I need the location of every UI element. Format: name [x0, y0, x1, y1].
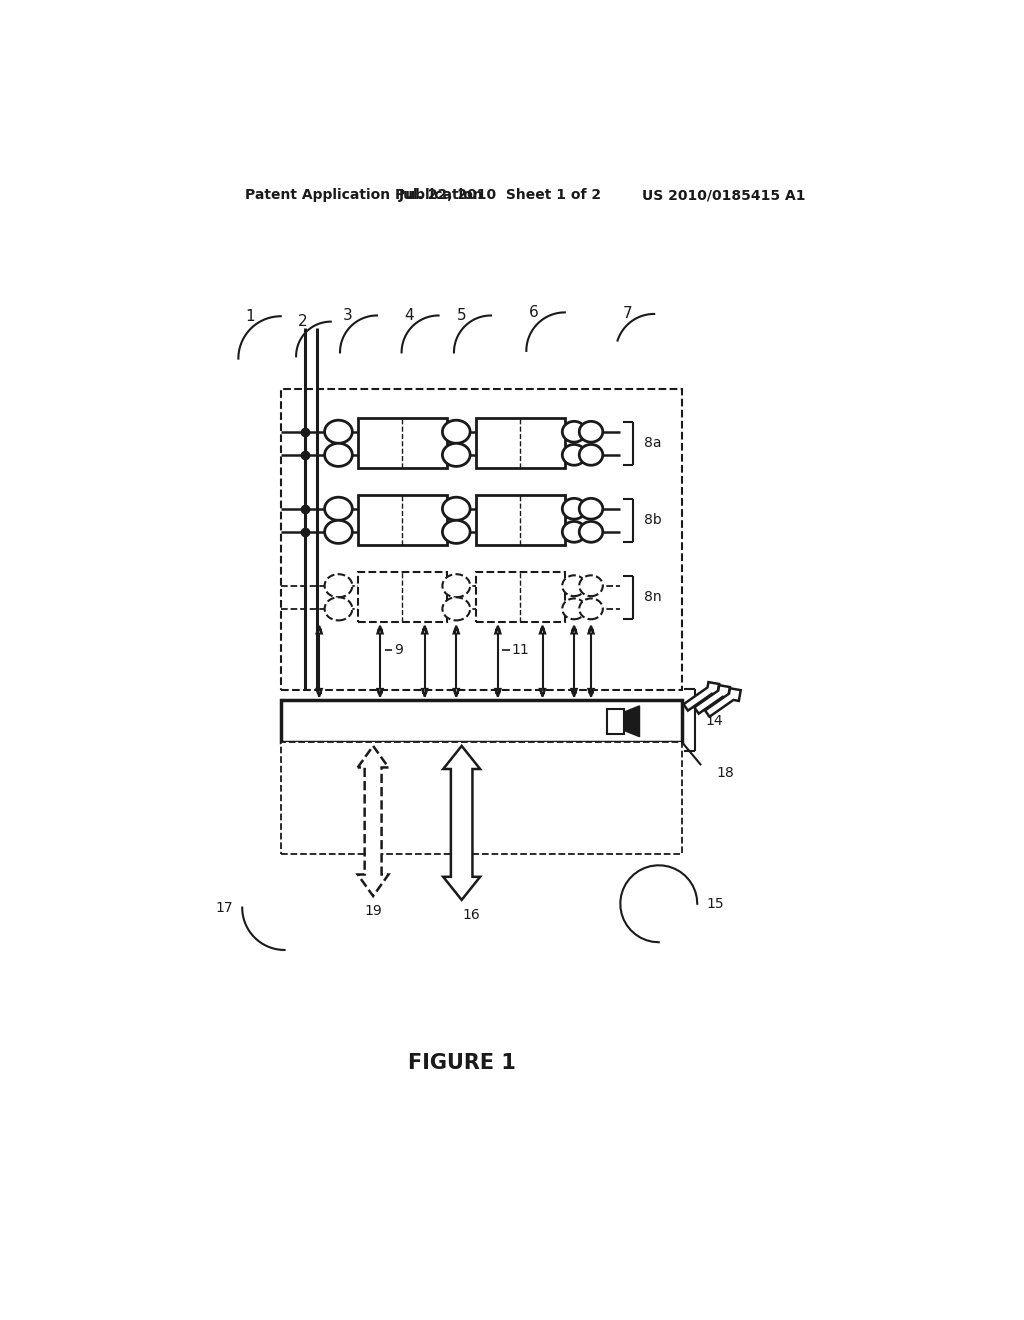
Ellipse shape — [580, 421, 603, 442]
Polygon shape — [316, 689, 322, 697]
Ellipse shape — [562, 445, 586, 465]
Text: 19: 19 — [365, 904, 382, 919]
Ellipse shape — [562, 499, 586, 519]
Polygon shape — [496, 689, 501, 697]
Polygon shape — [496, 626, 501, 634]
Ellipse shape — [580, 445, 603, 465]
Ellipse shape — [442, 598, 470, 620]
Polygon shape — [694, 685, 730, 714]
Polygon shape — [589, 689, 594, 697]
Text: 8n: 8n — [644, 590, 662, 605]
Ellipse shape — [442, 498, 470, 520]
Text: 11: 11 — [512, 643, 529, 656]
Text: 3: 3 — [343, 308, 352, 323]
Ellipse shape — [580, 499, 603, 519]
Ellipse shape — [442, 444, 470, 466]
Text: 9: 9 — [394, 643, 402, 656]
Ellipse shape — [442, 420, 470, 444]
Polygon shape — [571, 626, 577, 634]
Text: 6: 6 — [529, 305, 539, 319]
Ellipse shape — [325, 420, 352, 444]
Ellipse shape — [442, 574, 470, 597]
Text: 4: 4 — [404, 308, 414, 323]
Bar — [476, 572, 565, 622]
Text: 7: 7 — [623, 306, 632, 322]
Polygon shape — [357, 746, 388, 896]
Ellipse shape — [562, 521, 586, 543]
Bar — [282, 742, 682, 854]
Text: Patent Application Publication: Patent Application Publication — [245, 189, 482, 202]
Polygon shape — [540, 689, 545, 697]
Text: 15: 15 — [707, 896, 724, 911]
Polygon shape — [378, 626, 383, 634]
Ellipse shape — [325, 598, 352, 620]
Bar — [282, 389, 682, 689]
Ellipse shape — [580, 598, 603, 619]
Ellipse shape — [562, 598, 586, 619]
Text: 8b: 8b — [644, 513, 662, 527]
Ellipse shape — [325, 520, 352, 544]
Text: US 2010/0185415 A1: US 2010/0185415 A1 — [642, 189, 805, 202]
Bar — [476, 418, 565, 469]
Polygon shape — [540, 626, 545, 634]
Text: 16: 16 — [462, 908, 480, 923]
Polygon shape — [443, 746, 480, 900]
Polygon shape — [571, 689, 577, 697]
Bar — [358, 572, 447, 622]
Text: 8a: 8a — [644, 437, 662, 450]
Polygon shape — [706, 688, 740, 717]
Text: 18: 18 — [717, 766, 734, 780]
Text: 5: 5 — [457, 308, 467, 323]
Ellipse shape — [562, 576, 586, 597]
Polygon shape — [422, 626, 427, 634]
Bar — [282, 700, 682, 742]
Text: FIGURE 1: FIGURE 1 — [408, 1053, 516, 1073]
Polygon shape — [625, 706, 640, 737]
Ellipse shape — [325, 444, 352, 466]
Bar — [476, 495, 565, 545]
Polygon shape — [316, 626, 322, 634]
Polygon shape — [378, 689, 383, 697]
Ellipse shape — [562, 421, 586, 442]
Text: Jul. 22, 2010  Sheet 1 of 2: Jul. 22, 2010 Sheet 1 of 2 — [398, 189, 602, 202]
Bar — [358, 495, 447, 545]
Ellipse shape — [580, 576, 603, 597]
Bar — [358, 418, 447, 469]
Polygon shape — [422, 689, 427, 697]
Text: 17: 17 — [215, 900, 233, 915]
Bar — [607, 709, 625, 734]
Polygon shape — [454, 626, 459, 634]
Ellipse shape — [325, 498, 352, 520]
Text: 1: 1 — [245, 309, 255, 323]
Ellipse shape — [325, 574, 352, 597]
Polygon shape — [454, 689, 459, 697]
Polygon shape — [589, 626, 594, 634]
Text: 14: 14 — [706, 714, 723, 729]
Ellipse shape — [442, 520, 470, 544]
Ellipse shape — [580, 521, 603, 543]
Text: 2: 2 — [298, 314, 308, 329]
Polygon shape — [684, 682, 719, 710]
